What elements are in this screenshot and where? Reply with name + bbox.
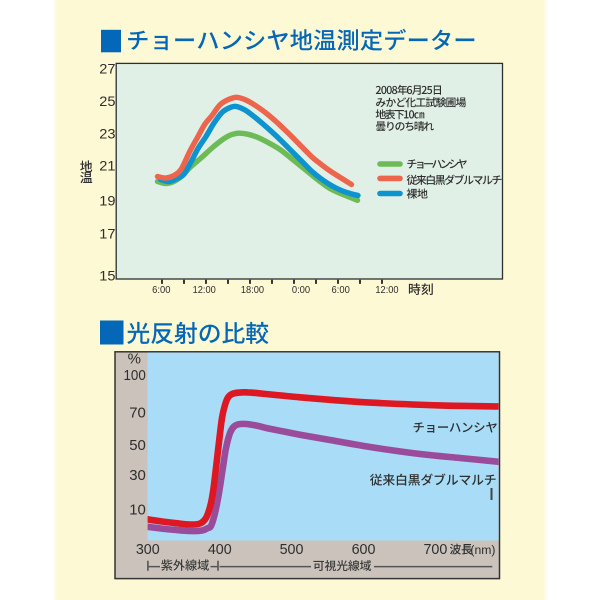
svg-text:27: 27 (99, 62, 115, 78)
svg-text:400: 400 (208, 542, 232, 558)
svg-text:18:00: 18:00 (241, 285, 265, 296)
svg-text:700: 700 (423, 542, 447, 558)
svg-text:%: % (128, 350, 141, 367)
svg-text:6:00: 6:00 (332, 285, 351, 296)
svg-text:17: 17 (99, 227, 115, 243)
svg-text:50: 50 (129, 437, 146, 454)
svg-text:30: 30 (129, 467, 146, 484)
svg-text:600: 600 (352, 542, 376, 558)
svg-text:21: 21 (99, 159, 115, 175)
svg-text:70: 70 (129, 405, 146, 422)
svg-text:12:00: 12:00 (193, 285, 217, 296)
svg-text:(nm): (nm) (470, 543, 495, 557)
svg-text:12:00: 12:00 (375, 285, 399, 296)
svg-text:500: 500 (280, 542, 304, 558)
svg-text:300: 300 (136, 542, 160, 558)
svg-text:15: 15 (99, 268, 115, 284)
svg-text:25: 25 (99, 94, 115, 110)
svg-text:10: 10 (129, 501, 146, 518)
svg-text:100: 100 (124, 367, 146, 384)
svg-text:6:00: 6:00 (152, 285, 171, 296)
svg-text:23: 23 (99, 127, 115, 143)
svg-text:19: 19 (99, 194, 115, 210)
svg-text:0:00: 0:00 (292, 285, 311, 296)
